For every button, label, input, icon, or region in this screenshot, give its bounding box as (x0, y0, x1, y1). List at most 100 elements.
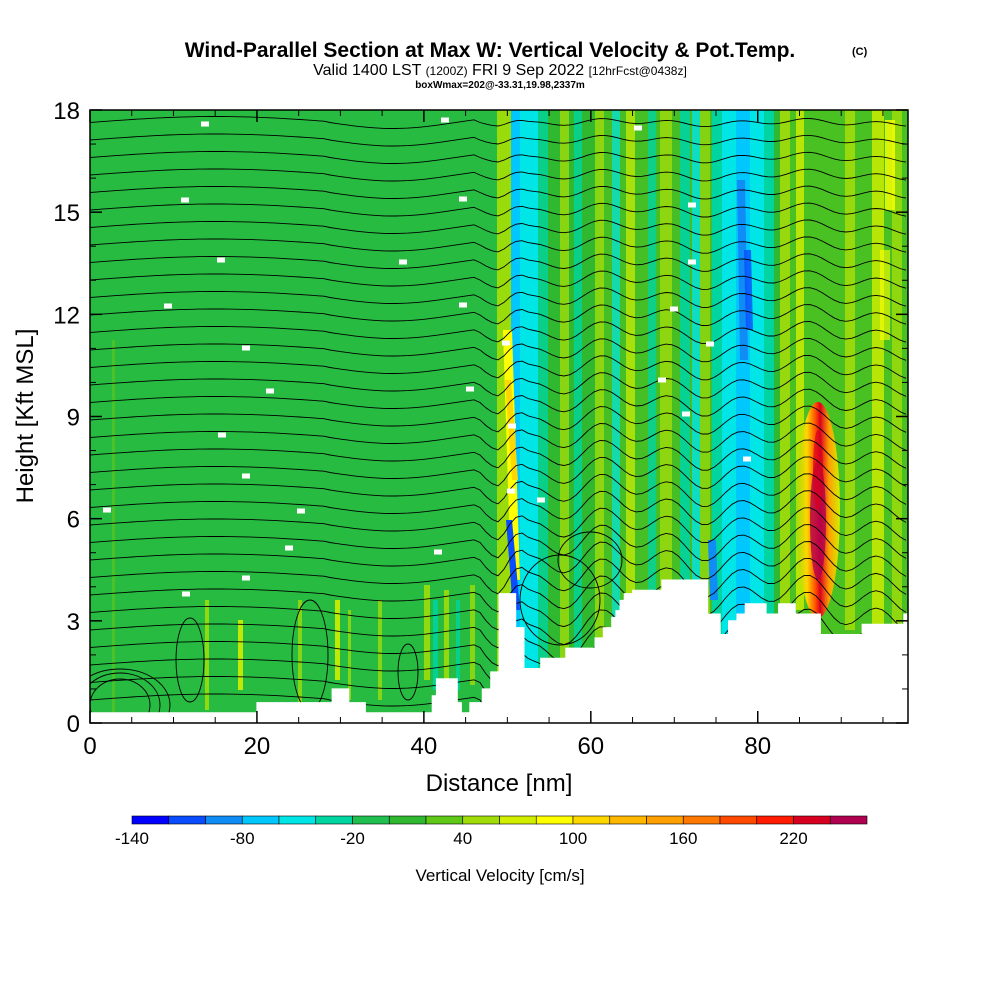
contour-label-box (682, 411, 690, 417)
colorbar-label: Vertical Velocity [cm/s] (415, 866, 584, 885)
colorbar-tick-label: 160 (669, 829, 697, 848)
isentrope-closed (557, 531, 623, 589)
isentrope-line (90, 185, 907, 200)
colorbar-swatch (462, 815, 500, 825)
colorbar-swatch (646, 815, 684, 825)
contour-label-box (242, 345, 250, 351)
x-tick-label: 80 (744, 733, 771, 760)
contour-label-box (201, 121, 209, 127)
colorbar-swatch (168, 815, 206, 825)
contour-label-box (434, 549, 442, 555)
contour-label-box (502, 340, 510, 346)
contour-label-box (670, 306, 678, 312)
contour-label-box (242, 473, 250, 479)
colorbar-swatch (829, 815, 868, 825)
isentrope-line (90, 168, 907, 182)
colorbar-swatch (572, 815, 611, 825)
colorbar-swatch (352, 815, 390, 825)
isentrope-line (90, 507, 907, 544)
isentrope-closed (175, 617, 205, 703)
colorbar-swatch (425, 815, 464, 825)
y-tick-label: 15 (53, 200, 80, 227)
isentrope-line (90, 337, 907, 363)
contour-label-box (399, 259, 407, 265)
contour-label-box (466, 386, 474, 392)
colorbar-swatch (535, 815, 574, 825)
plot-area (90, 110, 908, 723)
colorbar-swatch (388, 815, 427, 825)
contour-label-box (459, 302, 467, 308)
subtitle-forecast: [12hrFcst@0438z] (589, 64, 687, 78)
colorbar-swatch (793, 815, 831, 825)
isentrope-line (90, 219, 907, 236)
x-axis: 0 20 40 60 80 (83, 110, 884, 760)
contour-label-box (164, 303, 172, 309)
contour-label-box (706, 341, 714, 347)
isentrope-line (90, 304, 907, 326)
colorbar-swatch (315, 815, 353, 825)
isentrope-line (90, 473, 907, 507)
isentrope-line (90, 388, 907, 417)
isentrope-closed (90, 668, 171, 723)
x-tick-label: 0 (83, 733, 96, 760)
isentrope-closed (90, 678, 151, 723)
isentrope-line (90, 439, 907, 471)
subtitle-utc: (1200Z) (426, 64, 468, 78)
colorbar-tick-label: -20 (340, 829, 365, 848)
contour-label-box (508, 423, 516, 429)
isentrope-line (90, 151, 907, 164)
isentrope-line (90, 456, 907, 489)
potential-temperature-contours (90, 116, 907, 723)
colorbar-tick-label: 220 (779, 829, 807, 848)
contour-label-box (218, 432, 226, 438)
colorbar-swatch (131, 815, 170, 825)
isentrope-line (90, 524, 907, 562)
box-note: boxWmax=202@-33.31,19.98,2337m (415, 80, 585, 91)
isentrope-line (90, 405, 907, 435)
colorbar: -140 -80 -20 40 100 160 220 (115, 815, 868, 848)
y-tick-label: 9 (67, 405, 80, 432)
isentrope-line (90, 133, 907, 147)
isentrope-line (90, 270, 907, 290)
contour-label-box (537, 497, 545, 503)
contour-label-box (743, 456, 751, 462)
x-tick-label: 60 (577, 733, 604, 760)
isentrope-line (90, 116, 907, 129)
chart-title-mark: (C) (852, 46, 868, 58)
isentrope-line (90, 371, 907, 399)
isentrope-line (90, 321, 907, 345)
y-tick-label: 3 (67, 609, 80, 636)
colorbar-tick-label: -80 (230, 829, 255, 848)
x-tick-label: 40 (411, 733, 438, 760)
isentrope-closed (519, 554, 601, 646)
contour-label-box (441, 117, 449, 123)
colorbar-swatch (609, 815, 647, 825)
colorbar-swatch (756, 815, 794, 825)
contour-label-box (658, 377, 666, 383)
isentrope-line (90, 202, 907, 218)
colorbar-tick-label: -140 (115, 829, 149, 848)
colorbar-swatch (241, 815, 280, 825)
contour-label-box (297, 508, 305, 514)
contour-labels (103, 117, 751, 597)
contour-label-box (459, 196, 467, 202)
isentrope-line (90, 354, 907, 381)
contour-label-box (266, 388, 274, 394)
subtitle-valid: Valid 1400 LST (313, 62, 421, 79)
isentrope-line (90, 574, 907, 616)
colorbar-swatch (499, 815, 537, 825)
y-tick-label: 0 (67, 711, 80, 738)
contour-label-box (634, 125, 642, 131)
isentrope-line (90, 490, 907, 525)
chart-subtitle: Valid 1400 LST (1200Z) FRI 9 Sep 2022 [1… (313, 62, 687, 79)
y-tick-label: 12 (53, 302, 80, 329)
contour-label-box (242, 575, 250, 581)
colorbar-swatch (719, 815, 758, 825)
contour-label-box (507, 488, 515, 494)
contour-label-box (285, 545, 293, 551)
y-tick-label: 6 (67, 507, 80, 534)
isentrope-closed (90, 672, 161, 723)
y-axis-label: Height [Kft MSL] (12, 329, 39, 504)
colorbar-swatch (205, 815, 243, 825)
